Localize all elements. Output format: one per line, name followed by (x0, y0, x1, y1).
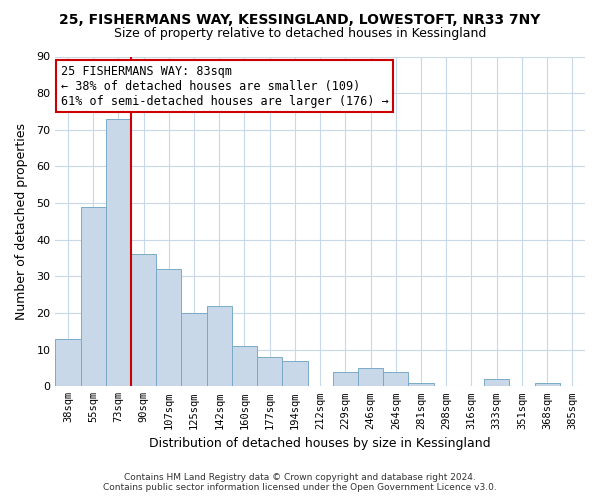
Text: 25, FISHERMANS WAY, KESSINGLAND, LOWESTOFT, NR33 7NY: 25, FISHERMANS WAY, KESSINGLAND, LOWESTO… (59, 12, 541, 26)
Bar (535, 382, 560, 386)
Text: 25 FISHERMANS WAY: 83sqm
← 38% of detached houses are smaller (109)
61% of semi-: 25 FISHERMANS WAY: 83sqm ← 38% of detach… (61, 64, 388, 108)
Bar (283, 360, 308, 386)
Bar (106, 119, 131, 386)
Bar (409, 382, 434, 386)
Bar (333, 372, 358, 386)
Text: Contains HM Land Registry data © Crown copyright and database right 2024.
Contai: Contains HM Land Registry data © Crown c… (103, 473, 497, 492)
Bar (206, 306, 232, 386)
Bar (383, 372, 409, 386)
Bar (358, 368, 383, 386)
Bar (80, 206, 106, 386)
X-axis label: Distribution of detached houses by size in Kessingland: Distribution of detached houses by size … (149, 437, 491, 450)
Bar (55, 338, 80, 386)
Bar (232, 346, 257, 387)
Bar (156, 269, 181, 386)
Y-axis label: Number of detached properties: Number of detached properties (15, 123, 28, 320)
Bar (257, 357, 283, 386)
Bar (484, 379, 509, 386)
Text: Size of property relative to detached houses in Kessingland: Size of property relative to detached ho… (114, 28, 486, 40)
Bar (131, 254, 156, 386)
Bar (181, 313, 206, 386)
